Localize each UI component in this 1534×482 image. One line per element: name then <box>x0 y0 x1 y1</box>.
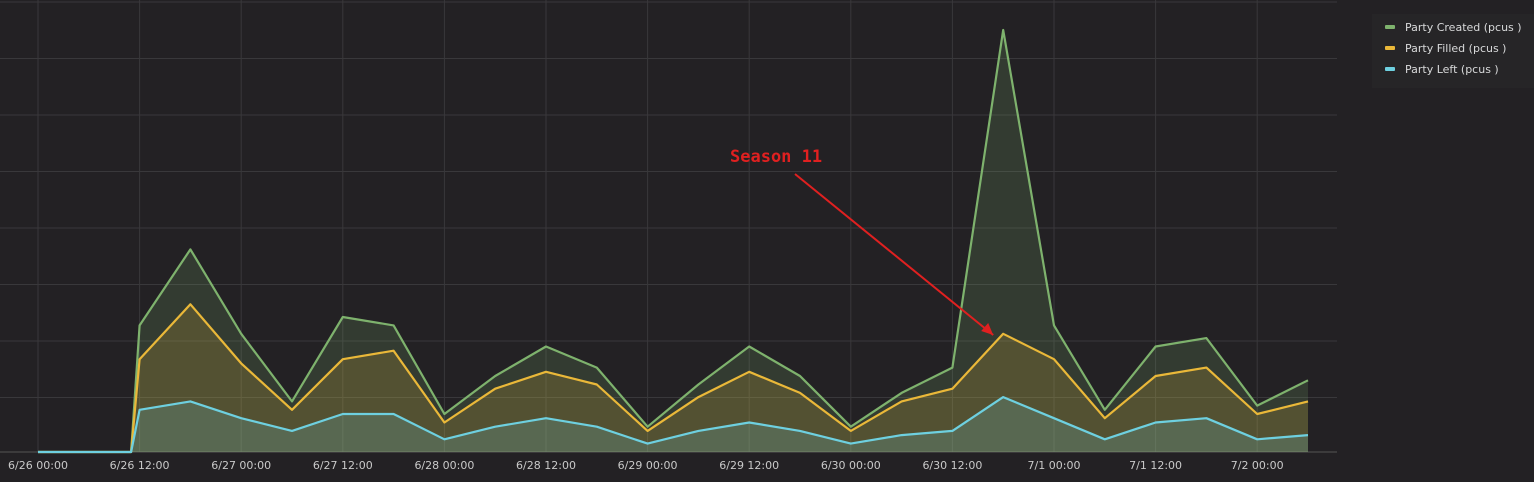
x-tick-label: 6/27 12:00 <box>313 459 373 472</box>
x-tick-label: 6/27 00:00 <box>211 459 271 472</box>
x-axis-ticks: 6/26 00:00 6/26 12:00 6/27 00:00 6/27 12:00… <box>8 459 1284 472</box>
series-line <box>38 303 1309 454</box>
annotation: Season 11 <box>730 147 994 336</box>
x-tick-label: 7/1 00:00 <box>1028 459 1081 472</box>
annotation-arrowhead <box>981 323 994 335</box>
annotation-arrow <box>794 173 994 336</box>
legend: Party Created (pcus ) Party Filled (pcus… <box>1372 14 1534 88</box>
series-line <box>38 28 1309 454</box>
x-tick-label: 6/30 00:00 <box>821 459 881 472</box>
legend-item-party-filled[interactable]: Party Filled (pcus ) <box>1385 39 1506 57</box>
annotation-label: Season 11 <box>730 147 822 167</box>
x-tick-label: 6/26 12:00 <box>110 459 170 472</box>
legend-label: Party Created (pcus ) <box>1405 20 1522 34</box>
legend-label: Party Left (pcus ) <box>1405 62 1499 76</box>
series-line <box>38 396 1309 454</box>
grid <box>0 0 1337 453</box>
x-tick-label: 7/2 00:00 <box>1231 459 1284 472</box>
series-areas <box>38 30 1308 452</box>
x-tick-label: 6/30 12:00 <box>922 459 982 472</box>
series-area <box>38 397 1308 452</box>
x-tick-label: 6/26 00:00 <box>8 459 68 472</box>
legend-item-party-created[interactable]: Party Created (pcus ) <box>1385 18 1522 36</box>
legend-swatch-cyan <box>1385 67 1395 71</box>
legend-label: Party Filled (pcus ) <box>1405 41 1507 55</box>
x-tick-label: 7/1 12:00 <box>1129 459 1182 472</box>
x-tick-label: 6/29 00:00 <box>618 459 678 472</box>
legend-item-party-left[interactable]: Party Left (pcus ) <box>1385 60 1499 78</box>
x-tick-label: 6/29 12:00 <box>719 459 779 472</box>
x-tick-label: 6/28 12:00 <box>516 459 576 472</box>
legend-swatch-yellow <box>1385 46 1395 50</box>
legend-swatch-green <box>1385 25 1395 29</box>
series-lines <box>38 28 1309 454</box>
x-tick-label: 6/28 00:00 <box>414 459 474 472</box>
